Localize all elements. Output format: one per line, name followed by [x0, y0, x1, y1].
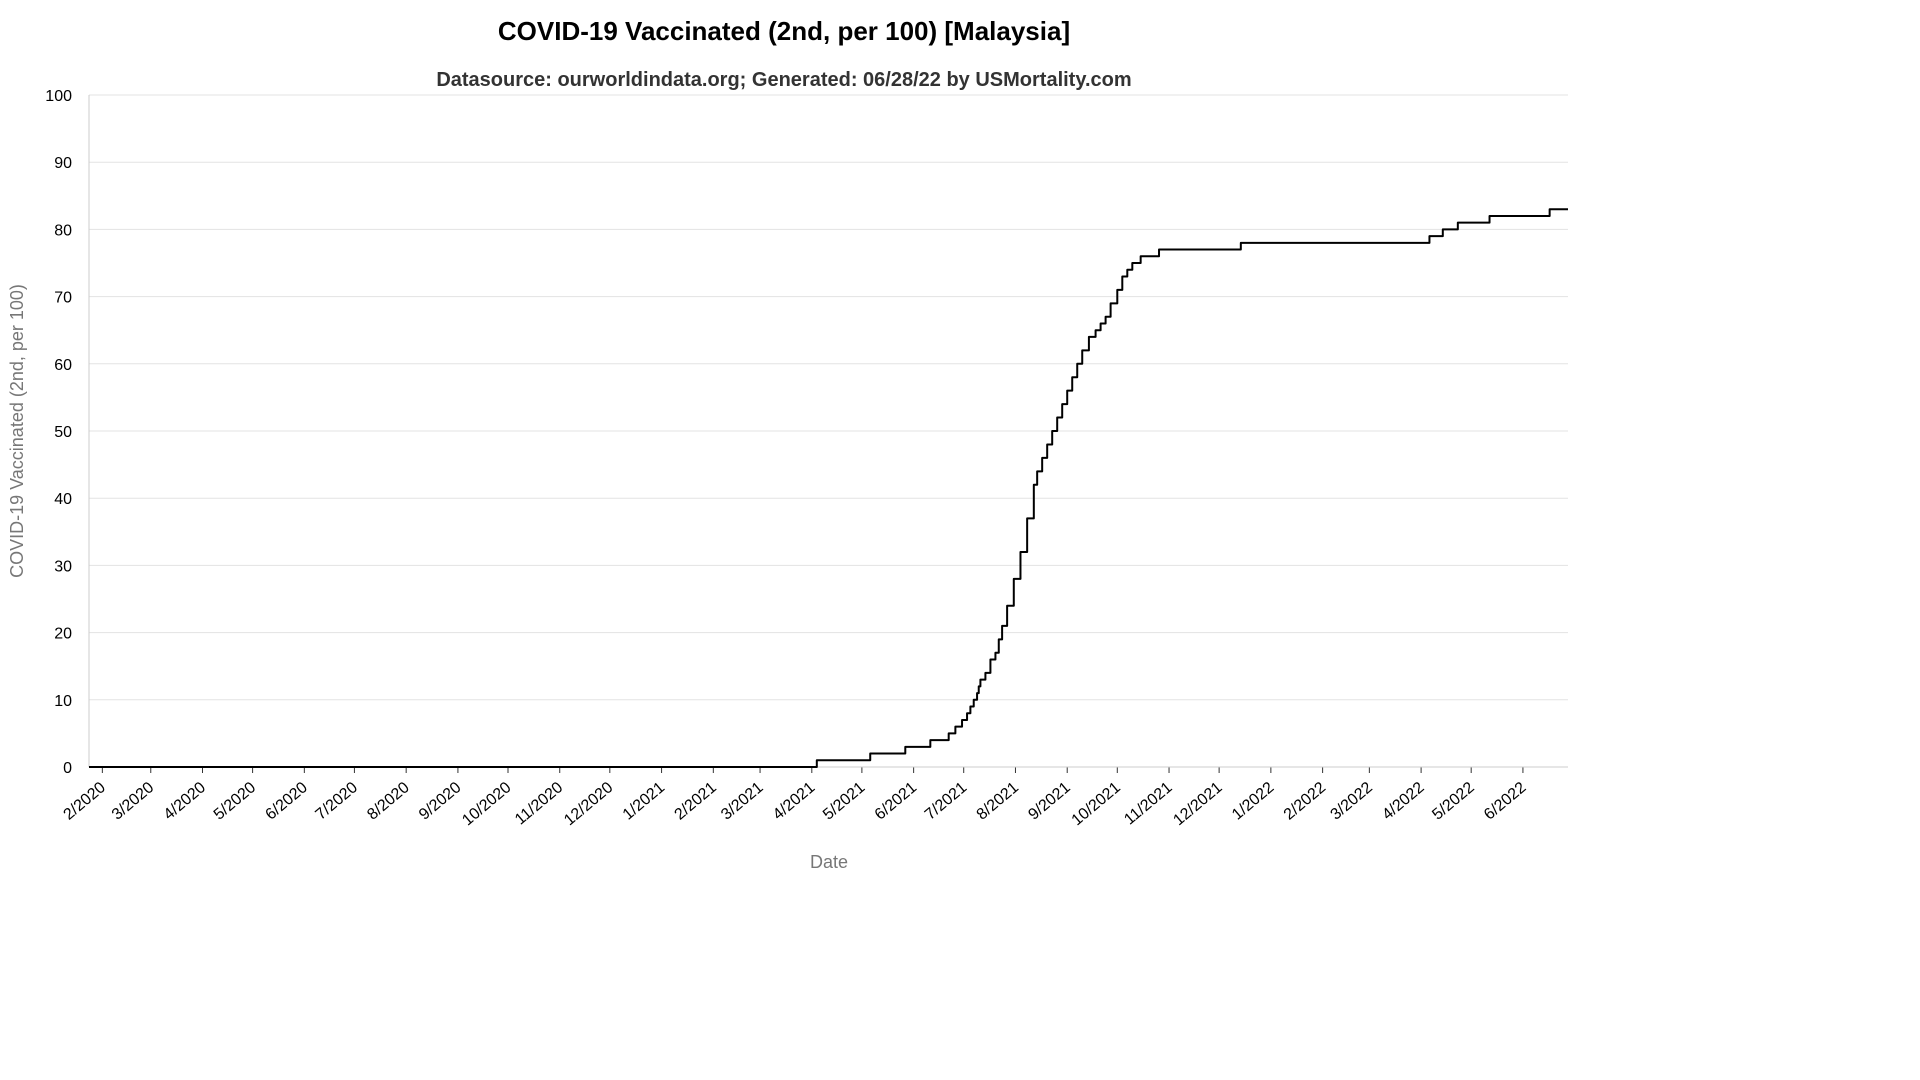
y-tick-label: 20	[54, 626, 72, 643]
y-tick-label: 10	[54, 693, 72, 710]
x-tick-label: 3/2020	[109, 779, 157, 824]
x-tick-label: 9/2020	[416, 779, 464, 824]
x-tick-label: 12/2021	[1170, 779, 1225, 829]
x-tick-label: 8/2021	[974, 779, 1022, 824]
vaccination-chart: COVID-19 Vaccinated (2nd, per 100) [Mala…	[7, 16, 1568, 872]
x-tick-label: 5/2021	[820, 779, 868, 824]
x-tick-label: 3/2022	[1328, 779, 1376, 824]
x-tick-label: 11/2020	[512, 779, 566, 829]
x-tick-label: 6/2022	[1481, 779, 1529, 824]
y-tick-label: 100	[45, 88, 72, 105]
x-tick-label: 7/2020	[313, 779, 361, 824]
series-layer	[89, 208, 1568, 768]
x-axis-ticks: 2/2020 3/2020 4/2020 5/2020 6/2020 7/2020 8/20…	[61, 767, 1530, 829]
x-tick-label: 2/2020	[61, 779, 109, 824]
x-tick-label: 11/2021	[1121, 779, 1175, 829]
x-tick-label: 4/2020	[161, 779, 209, 824]
x-tick-label: 2/2022	[1281, 779, 1329, 824]
x-tick-label: 1/2022	[1229, 779, 1277, 824]
y-tick-label: 0	[63, 760, 72, 777]
y-axis-ticks: 0 10 20 30 40 50 60 70 80 90 100	[45, 88, 72, 777]
x-axis-title: Date	[810, 852, 848, 872]
x-tick-label: 12/2020	[561, 779, 616, 829]
x-tick-label: 6/2020	[262, 779, 310, 824]
x-tick-label: 2/2021	[671, 779, 719, 824]
y-tick-label: 60	[54, 357, 72, 374]
x-tick-label: 10/2020	[459, 779, 514, 829]
y-tick-label: 80	[54, 222, 72, 239]
y-tick-label: 30	[54, 558, 72, 575]
series-line	[89, 208, 1568, 768]
x-tick-label: 5/2020	[211, 779, 259, 824]
x-tick-label: 4/2021	[770, 779, 818, 824]
grid-lines	[89, 94, 1568, 701]
chart-subtitle: Datasource: ourworldindata.org; Generate…	[436, 69, 1131, 91]
x-tick-label: 1/2021	[620, 779, 668, 824]
x-tick-label: 3/2021	[718, 779, 766, 824]
y-tick-label: 50	[54, 424, 72, 441]
x-tick-label: 6/2021	[872, 779, 920, 824]
x-tick-label: 10/2021	[1069, 779, 1124, 829]
x-tick-label: 4/2022	[1379, 779, 1427, 824]
x-tick-label: 5/2022	[1429, 779, 1477, 824]
x-tick-label: 8/2020	[364, 779, 412, 824]
y-axis-title: COVID-19 Vaccinated (2nd, per 100)	[7, 284, 27, 578]
x-tick-label: 9/2021	[1025, 779, 1073, 824]
y-tick-label: 90	[54, 155, 72, 172]
chart-title: COVID-19 Vaccinated (2nd, per 100) [Mala…	[498, 16, 1070, 46]
y-tick-label: 40	[54, 491, 72, 508]
x-tick-label: 7/2021	[922, 779, 970, 824]
y-tick-label: 70	[54, 290, 72, 307]
